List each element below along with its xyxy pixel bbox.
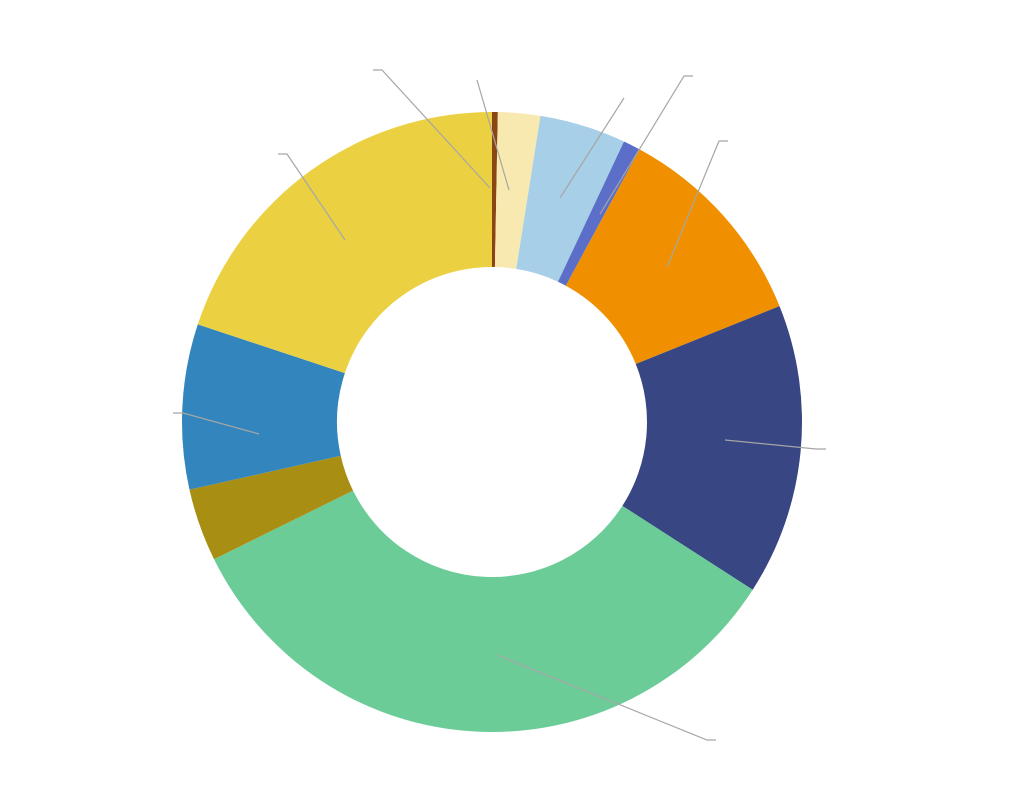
leader-line-slice-10 xyxy=(278,153,346,241)
donut-slice-6 xyxy=(622,306,802,590)
donut-slice-1 xyxy=(492,112,498,268)
donut-slice-7 xyxy=(214,490,753,732)
donut-slice-3 xyxy=(516,115,624,282)
leader-line-slice-1 xyxy=(373,69,491,189)
leader-line-slice-3 xyxy=(559,97,625,199)
donut-slice-2 xyxy=(494,112,541,269)
donut-slice-8 xyxy=(189,455,354,560)
leader-line-slice-4 xyxy=(599,75,693,215)
leader-lines-layer xyxy=(173,69,826,741)
leader-line-slice-5 xyxy=(666,140,728,268)
leader-line-slice-6 xyxy=(724,439,826,450)
donut-slice-4 xyxy=(557,141,640,286)
donut-slice-10 xyxy=(197,112,492,374)
leader-line-slice-2 xyxy=(476,79,510,191)
donut-slice-5 xyxy=(565,149,780,365)
leader-line-slice-9 xyxy=(173,412,260,435)
leader-line-slice-7 xyxy=(496,654,716,741)
donut-slice-9 xyxy=(182,324,345,490)
slices-layer xyxy=(182,112,802,732)
